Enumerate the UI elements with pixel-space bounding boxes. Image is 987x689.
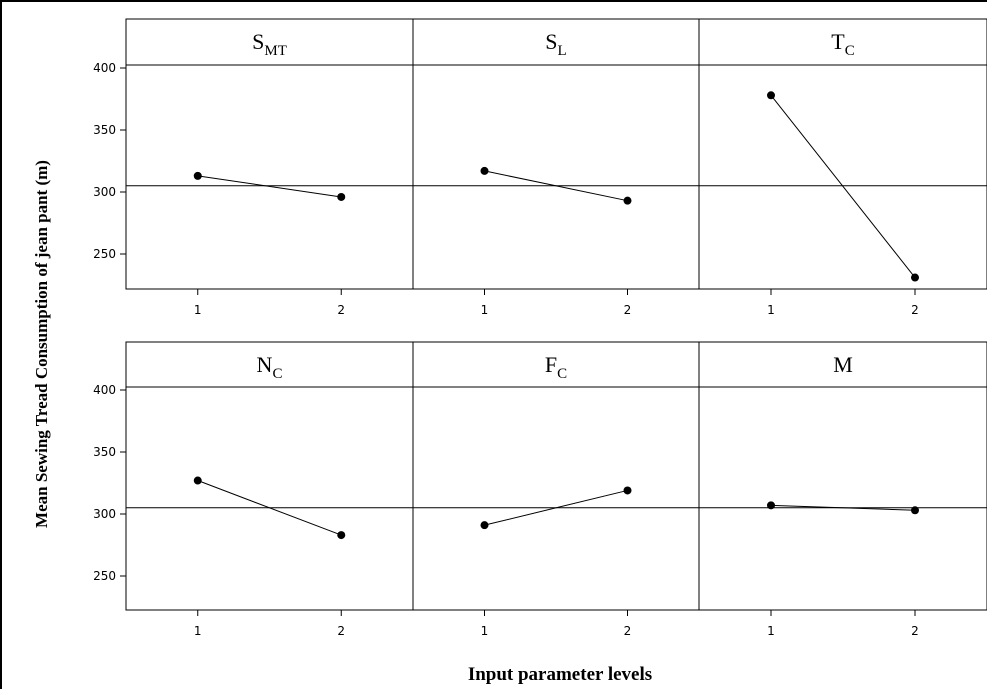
panel-2-point-2 — [911, 273, 919, 282]
panel-0-box — [125, 18, 414, 290]
panel-1-box — [412, 18, 700, 290]
row-0-y-tick-label-300: 300 — [93, 185, 116, 199]
panel-5-series-line — [770, 504, 916, 511]
row-0-y-tick-label-400: 400 — [93, 61, 116, 75]
panel-5-point-2 — [911, 506, 919, 515]
panel-2-x-tick-label-2: 2 — [911, 303, 919, 317]
panel-1-title: SL — [545, 29, 566, 59]
panel-2-title: TC — [831, 29, 854, 59]
panel-0-title: SMT — [252, 29, 287, 59]
y-axis-title: Mean Sewing Tread Consumption of jean pa… — [32, 160, 51, 528]
panel-0-point-1 — [193, 171, 202, 180]
panel-3-point-2 — [337, 531, 346, 540]
panel-1-x-tick-label-1: 1 — [481, 303, 489, 317]
panel-2-point-1 — [767, 91, 775, 100]
panel-3-box — [125, 341, 414, 611]
row-1-y-tick-label-300: 300 — [93, 507, 116, 521]
panel-5-title: M — [833, 352, 853, 377]
x-axis-title: Input parameter levels — [468, 664, 652, 685]
panel-5-box — [698, 341, 987, 611]
panel-1-point-2 — [623, 196, 632, 205]
panel-5-x-tick-label-2: 2 — [911, 624, 919, 638]
panel-3-x-tick-label-2: 2 — [337, 624, 345, 638]
panel-2-box — [698, 18, 987, 290]
panel-4-x-tick-label-2: 2 — [624, 624, 632, 638]
panel-5-point-1 — [767, 501, 775, 510]
panel-4-point-1 — [480, 521, 489, 530]
panel-4-series-line — [484, 489, 628, 526]
panel-3-title: NC — [257, 352, 283, 382]
panel-4-point-2 — [623, 486, 632, 495]
panel-4-x-tick-label-1: 1 — [481, 624, 489, 638]
panel-1-series-line — [484, 170, 628, 202]
panel-1-point-1 — [480, 166, 489, 175]
panel-0-series-line — [197, 175, 342, 198]
panel-5-x-tick-label-1: 1 — [767, 624, 775, 638]
panel-4-title: FC — [545, 352, 567, 382]
row-1-y-tick-label-350: 350 — [93, 445, 116, 459]
panel-0-point-2 — [337, 192, 346, 201]
row-1-y-tick-label-250: 250 — [93, 569, 116, 583]
panel-2-series-line — [770, 94, 916, 278]
panel-2-x-tick-label-1: 1 — [767, 303, 775, 317]
panel-0-x-tick-label-2: 2 — [337, 303, 345, 317]
panel-3-point-1 — [193, 476, 202, 485]
row-1-y-tick-label-400: 400 — [93, 383, 116, 397]
panel-1-x-tick-label-2: 2 — [624, 303, 632, 317]
panel-3-x-tick-label-1: 1 — [194, 624, 202, 638]
row-0-y-tick-label-250: 250 — [93, 247, 116, 261]
panel-0-x-tick-label-1: 1 — [194, 303, 202, 317]
panel-3-series-line — [197, 480, 342, 536]
panel-4-box — [412, 341, 700, 611]
row-0-y-tick-label-350: 350 — [93, 123, 116, 137]
